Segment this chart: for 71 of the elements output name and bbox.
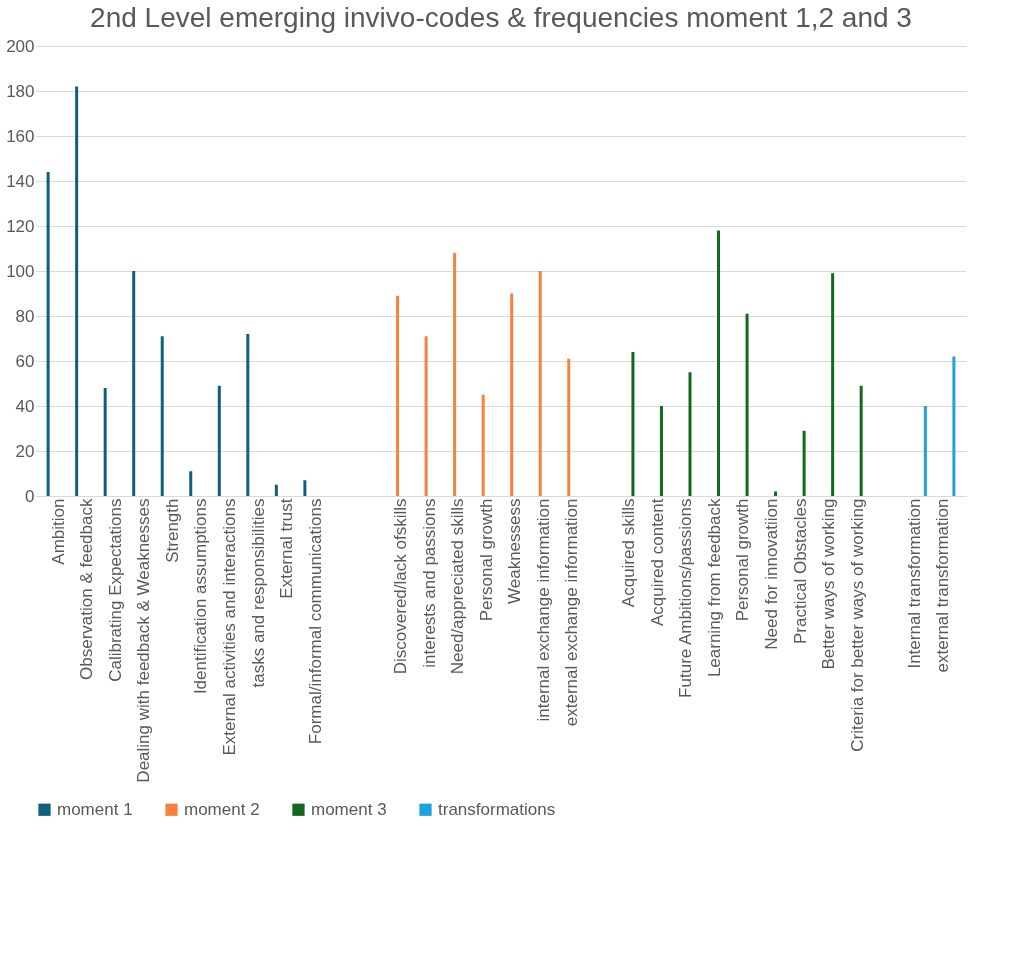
bar bbox=[75, 86, 79, 496]
y-tick-label: 100 bbox=[6, 261, 35, 281]
x-tick-label: interests and passions bbox=[419, 498, 439, 668]
x-tick-label: Calibrating Expectations bbox=[105, 498, 125, 682]
y-tick-label: 140 bbox=[6, 171, 35, 191]
bar bbox=[189, 471, 193, 496]
x-tick-label: Acquired skills bbox=[619, 498, 639, 608]
bar bbox=[717, 230, 721, 496]
x-tick-label: Better ways of working bbox=[819, 498, 839, 670]
x-tick-label: External trust bbox=[277, 498, 297, 599]
x-tick-label: Criteria for better ways of working bbox=[847, 498, 867, 752]
x-tick-label: Personal growth bbox=[476, 498, 496, 622]
x-tick-label: Discovered/lack ofskills bbox=[391, 498, 411, 675]
legend-label: moment 3 bbox=[311, 799, 387, 819]
bar bbox=[453, 253, 457, 496]
x-tick-label: Need for innovatiion bbox=[762, 498, 782, 650]
x-tick-label: external exchange information bbox=[562, 498, 582, 727]
bar bbox=[217, 385, 221, 496]
bar bbox=[659, 406, 663, 496]
x-tick-label: Practical Obstacles bbox=[790, 498, 810, 644]
chart-title: 2nd Level emerging invivo-codes & frequencies moment 1,2 and 3 bbox=[90, 2, 912, 33]
x-tick-label: Ambition bbox=[48, 498, 68, 565]
y-tick-label: 180 bbox=[6, 81, 35, 101]
x-tick-label: tasks and responsibilities bbox=[248, 498, 268, 688]
x-tick-label: Need/appreciated skills bbox=[448, 498, 468, 675]
x-tick-label: internal exchange information bbox=[533, 498, 553, 722]
bar bbox=[481, 394, 485, 496]
x-tick-label: Strength bbox=[162, 498, 182, 563]
bar bbox=[274, 484, 278, 496]
bar bbox=[923, 406, 927, 496]
x-tick-label: Identification assumptions bbox=[191, 498, 211, 695]
x-tick-label: Personal growth bbox=[733, 498, 753, 622]
bar bbox=[132, 271, 136, 496]
bar bbox=[246, 334, 250, 496]
bar bbox=[303, 480, 307, 496]
x-tick-label: External activities and interactions bbox=[219, 498, 239, 756]
y-tick-label: 120 bbox=[6, 216, 35, 236]
bar bbox=[688, 372, 692, 496]
bar bbox=[567, 358, 571, 496]
bar bbox=[396, 295, 400, 496]
y-tick-label: 40 bbox=[15, 396, 35, 416]
y-tick-label: 80 bbox=[15, 306, 35, 326]
x-tick-label: Observation & feedback bbox=[77, 498, 97, 680]
bar bbox=[160, 336, 164, 496]
bar bbox=[952, 356, 956, 496]
legend-label: transformations bbox=[438, 799, 556, 819]
x-tick-label: Formal/informal communications bbox=[305, 498, 325, 745]
x-tick-label: Future Ambitions/passions bbox=[676, 498, 696, 698]
bar bbox=[859, 385, 863, 496]
legend-label: moment 1 bbox=[57, 799, 133, 819]
x-tick-label: external transformation bbox=[933, 498, 953, 673]
bar bbox=[46, 172, 50, 496]
legend-label: moment 2 bbox=[184, 799, 260, 819]
x-tick-label: Internal transformation bbox=[904, 498, 924, 669]
y-tick-label: 20 bbox=[15, 441, 35, 461]
bar bbox=[631, 352, 635, 496]
y-tick-label: 0 bbox=[25, 486, 35, 506]
y-tick-label: 200 bbox=[6, 36, 35, 56]
x-tick-label: Weaknessess bbox=[505, 498, 525, 605]
x-tick-label: Dealing with feedback & Weaknesses bbox=[134, 498, 154, 783]
bar bbox=[831, 273, 835, 496]
y-tick-label: 160 bbox=[6, 126, 35, 146]
x-tick-label: Acquired content bbox=[647, 498, 667, 627]
bar bbox=[802, 430, 806, 496]
bar bbox=[510, 293, 514, 496]
x-tick-label: Learning from feedback bbox=[704, 498, 724, 678]
bar bbox=[424, 336, 428, 496]
bar bbox=[745, 313, 749, 496]
bar bbox=[103, 388, 107, 496]
bar bbox=[538, 271, 542, 496]
y-tick-label: 60 bbox=[15, 351, 35, 371]
